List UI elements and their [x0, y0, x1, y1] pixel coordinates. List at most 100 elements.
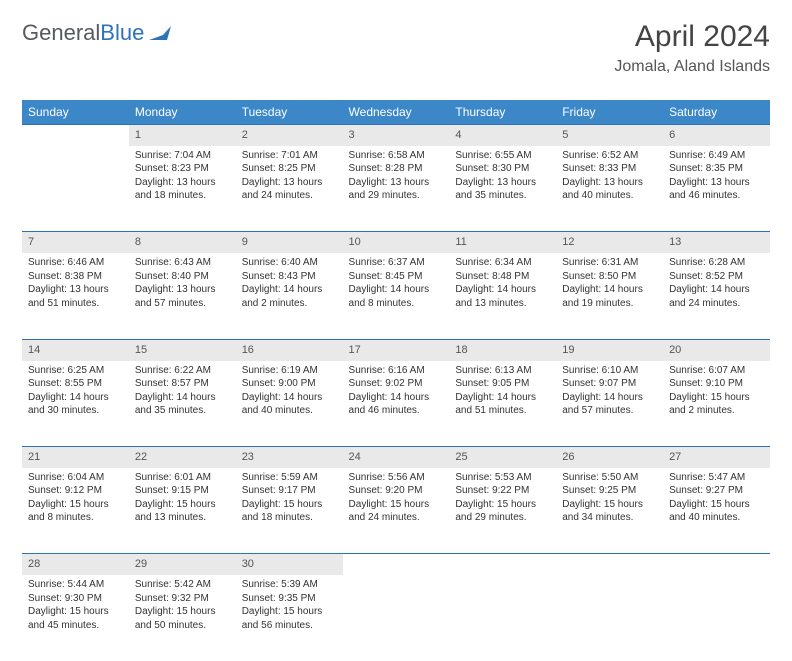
day-number: 6	[663, 125, 770, 146]
day-number	[343, 554, 450, 575]
day-detail-line: and 18 minutes.	[242, 511, 337, 525]
day-number: 22	[129, 447, 236, 468]
day-detail-line: Sunset: 8:52 PM	[669, 270, 764, 284]
day-detail-line: Sunrise: 5:50 AM	[562, 471, 657, 485]
day-detail-line: Daylight: 14 hours	[349, 283, 444, 297]
day-detail-line: Sunset: 8:57 PM	[135, 377, 230, 391]
day-cell: Sunrise: 6:10 AMSunset: 9:07 PMDaylight:…	[556, 361, 663, 447]
day-detail-line: Daylight: 13 hours	[135, 176, 230, 190]
day-detail-line: and 40 minutes.	[669, 511, 764, 525]
day-detail-line: Sunrise: 5:44 AM	[28, 578, 123, 592]
day-body-row: Sunrise: 7:04 AMSunset: 8:23 PMDaylight:…	[22, 146, 770, 232]
day-cell: Sunrise: 6:04 AMSunset: 9:12 PMDaylight:…	[22, 468, 129, 554]
day-cell: Sunrise: 5:47 AMSunset: 9:27 PMDaylight:…	[663, 468, 770, 554]
day-number: 29	[129, 554, 236, 575]
logo: GeneralBlue	[22, 20, 171, 46]
day-number: 24	[343, 447, 450, 468]
day-cell: Sunrise: 6:34 AMSunset: 8:48 PMDaylight:…	[449, 253, 556, 339]
weekday-header-row: SundayMondayTuesdayWednesdayThursdayFrid…	[22, 100, 770, 125]
day-detail-line: and 8 minutes.	[349, 297, 444, 311]
day-cell	[449, 575, 556, 661]
day-cell: Sunrise: 6:49 AMSunset: 8:35 PMDaylight:…	[663, 146, 770, 232]
day-number: 10	[343, 232, 450, 253]
day-detail-line: and 13 minutes.	[455, 297, 550, 311]
day-detail-line: Sunrise: 7:01 AM	[242, 149, 337, 163]
weekday-header: Wednesday	[343, 100, 450, 125]
day-number-row: 21222324252627	[22, 447, 770, 468]
day-detail-line: and 57 minutes.	[562, 404, 657, 418]
day-detail-line: Daylight: 14 hours	[562, 391, 657, 405]
day-detail-line: Sunrise: 6:22 AM	[135, 364, 230, 378]
day-detail-line: Sunset: 9:22 PM	[455, 484, 550, 498]
day-detail-line: Sunset: 9:25 PM	[562, 484, 657, 498]
day-cell: Sunrise: 6:46 AMSunset: 8:38 PMDaylight:…	[22, 253, 129, 339]
day-number: 8	[129, 232, 236, 253]
day-detail-line: Sunset: 8:33 PM	[562, 162, 657, 176]
day-detail-line: Daylight: 13 hours	[455, 176, 550, 190]
day-detail-line: Daylight: 14 hours	[455, 283, 550, 297]
day-detail-line: Sunset: 9:05 PM	[455, 377, 550, 391]
day-detail-line: Sunrise: 6:19 AM	[242, 364, 337, 378]
day-detail-line: and 29 minutes.	[349, 189, 444, 203]
day-cell: Sunrise: 5:39 AMSunset: 9:35 PMDaylight:…	[236, 575, 343, 661]
day-cell: Sunrise: 6:13 AMSunset: 9:05 PMDaylight:…	[449, 361, 556, 447]
day-detail-line: Sunset: 8:45 PM	[349, 270, 444, 284]
logo-text: GeneralBlue	[22, 20, 144, 46]
day-detail-line: Sunset: 9:00 PM	[242, 377, 337, 391]
day-detail-line: and 45 minutes.	[28, 619, 123, 633]
day-detail-line: Daylight: 15 hours	[455, 498, 550, 512]
day-number: 26	[556, 447, 663, 468]
day-cell	[556, 575, 663, 661]
day-detail-line: Sunrise: 5:59 AM	[242, 471, 337, 485]
weekday-header: Monday	[129, 100, 236, 125]
day-detail-line: Sunrise: 5:39 AM	[242, 578, 337, 592]
day-number: 21	[22, 447, 129, 468]
day-detail-line: Sunrise: 6:04 AM	[28, 471, 123, 485]
month-title: April 2024	[614, 20, 770, 54]
day-number: 13	[663, 232, 770, 253]
day-cell: Sunrise: 6:40 AMSunset: 8:43 PMDaylight:…	[236, 253, 343, 339]
day-detail-line: Sunset: 8:30 PM	[455, 162, 550, 176]
day-cell: Sunrise: 6:37 AMSunset: 8:45 PMDaylight:…	[343, 253, 450, 339]
weekday-header: Thursday	[449, 100, 556, 125]
day-detail-line: Daylight: 13 hours	[28, 283, 123, 297]
day-detail-line: and 8 minutes.	[28, 511, 123, 525]
day-detail-line: Sunrise: 7:04 AM	[135, 149, 230, 163]
day-cell: Sunrise: 6:16 AMSunset: 9:02 PMDaylight:…	[343, 361, 450, 447]
day-cell: Sunrise: 6:22 AMSunset: 8:57 PMDaylight:…	[129, 361, 236, 447]
day-detail-line: Sunrise: 6:16 AM	[349, 364, 444, 378]
day-cell: Sunrise: 6:55 AMSunset: 8:30 PMDaylight:…	[449, 146, 556, 232]
day-number: 14	[22, 339, 129, 360]
logo-triangle-icon	[149, 26, 171, 40]
day-cell: Sunrise: 7:01 AMSunset: 8:25 PMDaylight:…	[236, 146, 343, 232]
day-detail-line: Sunset: 9:02 PM	[349, 377, 444, 391]
day-number-row: 78910111213	[22, 232, 770, 253]
day-detail-line: and 24 minutes.	[349, 511, 444, 525]
day-detail-line: Sunset: 8:35 PM	[669, 162, 764, 176]
title-block: April 2024 Jomala, Aland Islands	[614, 20, 770, 76]
day-detail-line: and 46 minutes.	[349, 404, 444, 418]
calendar-table: SundayMondayTuesdayWednesdayThursdayFrid…	[22, 100, 770, 661]
day-detail-line: Daylight: 13 hours	[242, 176, 337, 190]
day-detail-line: Sunset: 8:55 PM	[28, 377, 123, 391]
day-number	[22, 125, 129, 146]
day-detail-line: and 51 minutes.	[455, 404, 550, 418]
day-detail-line: Sunrise: 5:47 AM	[669, 471, 764, 485]
day-cell: Sunrise: 5:44 AMSunset: 9:30 PMDaylight:…	[22, 575, 129, 661]
day-detail-line: and 29 minutes.	[455, 511, 550, 525]
day-cell: Sunrise: 5:42 AMSunset: 9:32 PMDaylight:…	[129, 575, 236, 661]
day-detail-line: Sunrise: 6:37 AM	[349, 256, 444, 270]
day-body-row: Sunrise: 6:46 AMSunset: 8:38 PMDaylight:…	[22, 253, 770, 339]
day-number: 30	[236, 554, 343, 575]
day-detail-line: Sunset: 8:40 PM	[135, 270, 230, 284]
day-detail-line: Daylight: 14 hours	[562, 283, 657, 297]
day-detail-line: Sunrise: 6:07 AM	[669, 364, 764, 378]
day-number: 11	[449, 232, 556, 253]
weekday-header: Friday	[556, 100, 663, 125]
day-cell: Sunrise: 6:28 AMSunset: 8:52 PMDaylight:…	[663, 253, 770, 339]
day-cell: Sunrise: 6:07 AMSunset: 9:10 PMDaylight:…	[663, 361, 770, 447]
day-detail-line: and 40 minutes.	[562, 189, 657, 203]
day-detail-line: Daylight: 14 hours	[669, 283, 764, 297]
day-detail-line: and 35 minutes.	[455, 189, 550, 203]
header: GeneralBlue April 2024 Jomala, Aland Isl…	[22, 20, 770, 76]
